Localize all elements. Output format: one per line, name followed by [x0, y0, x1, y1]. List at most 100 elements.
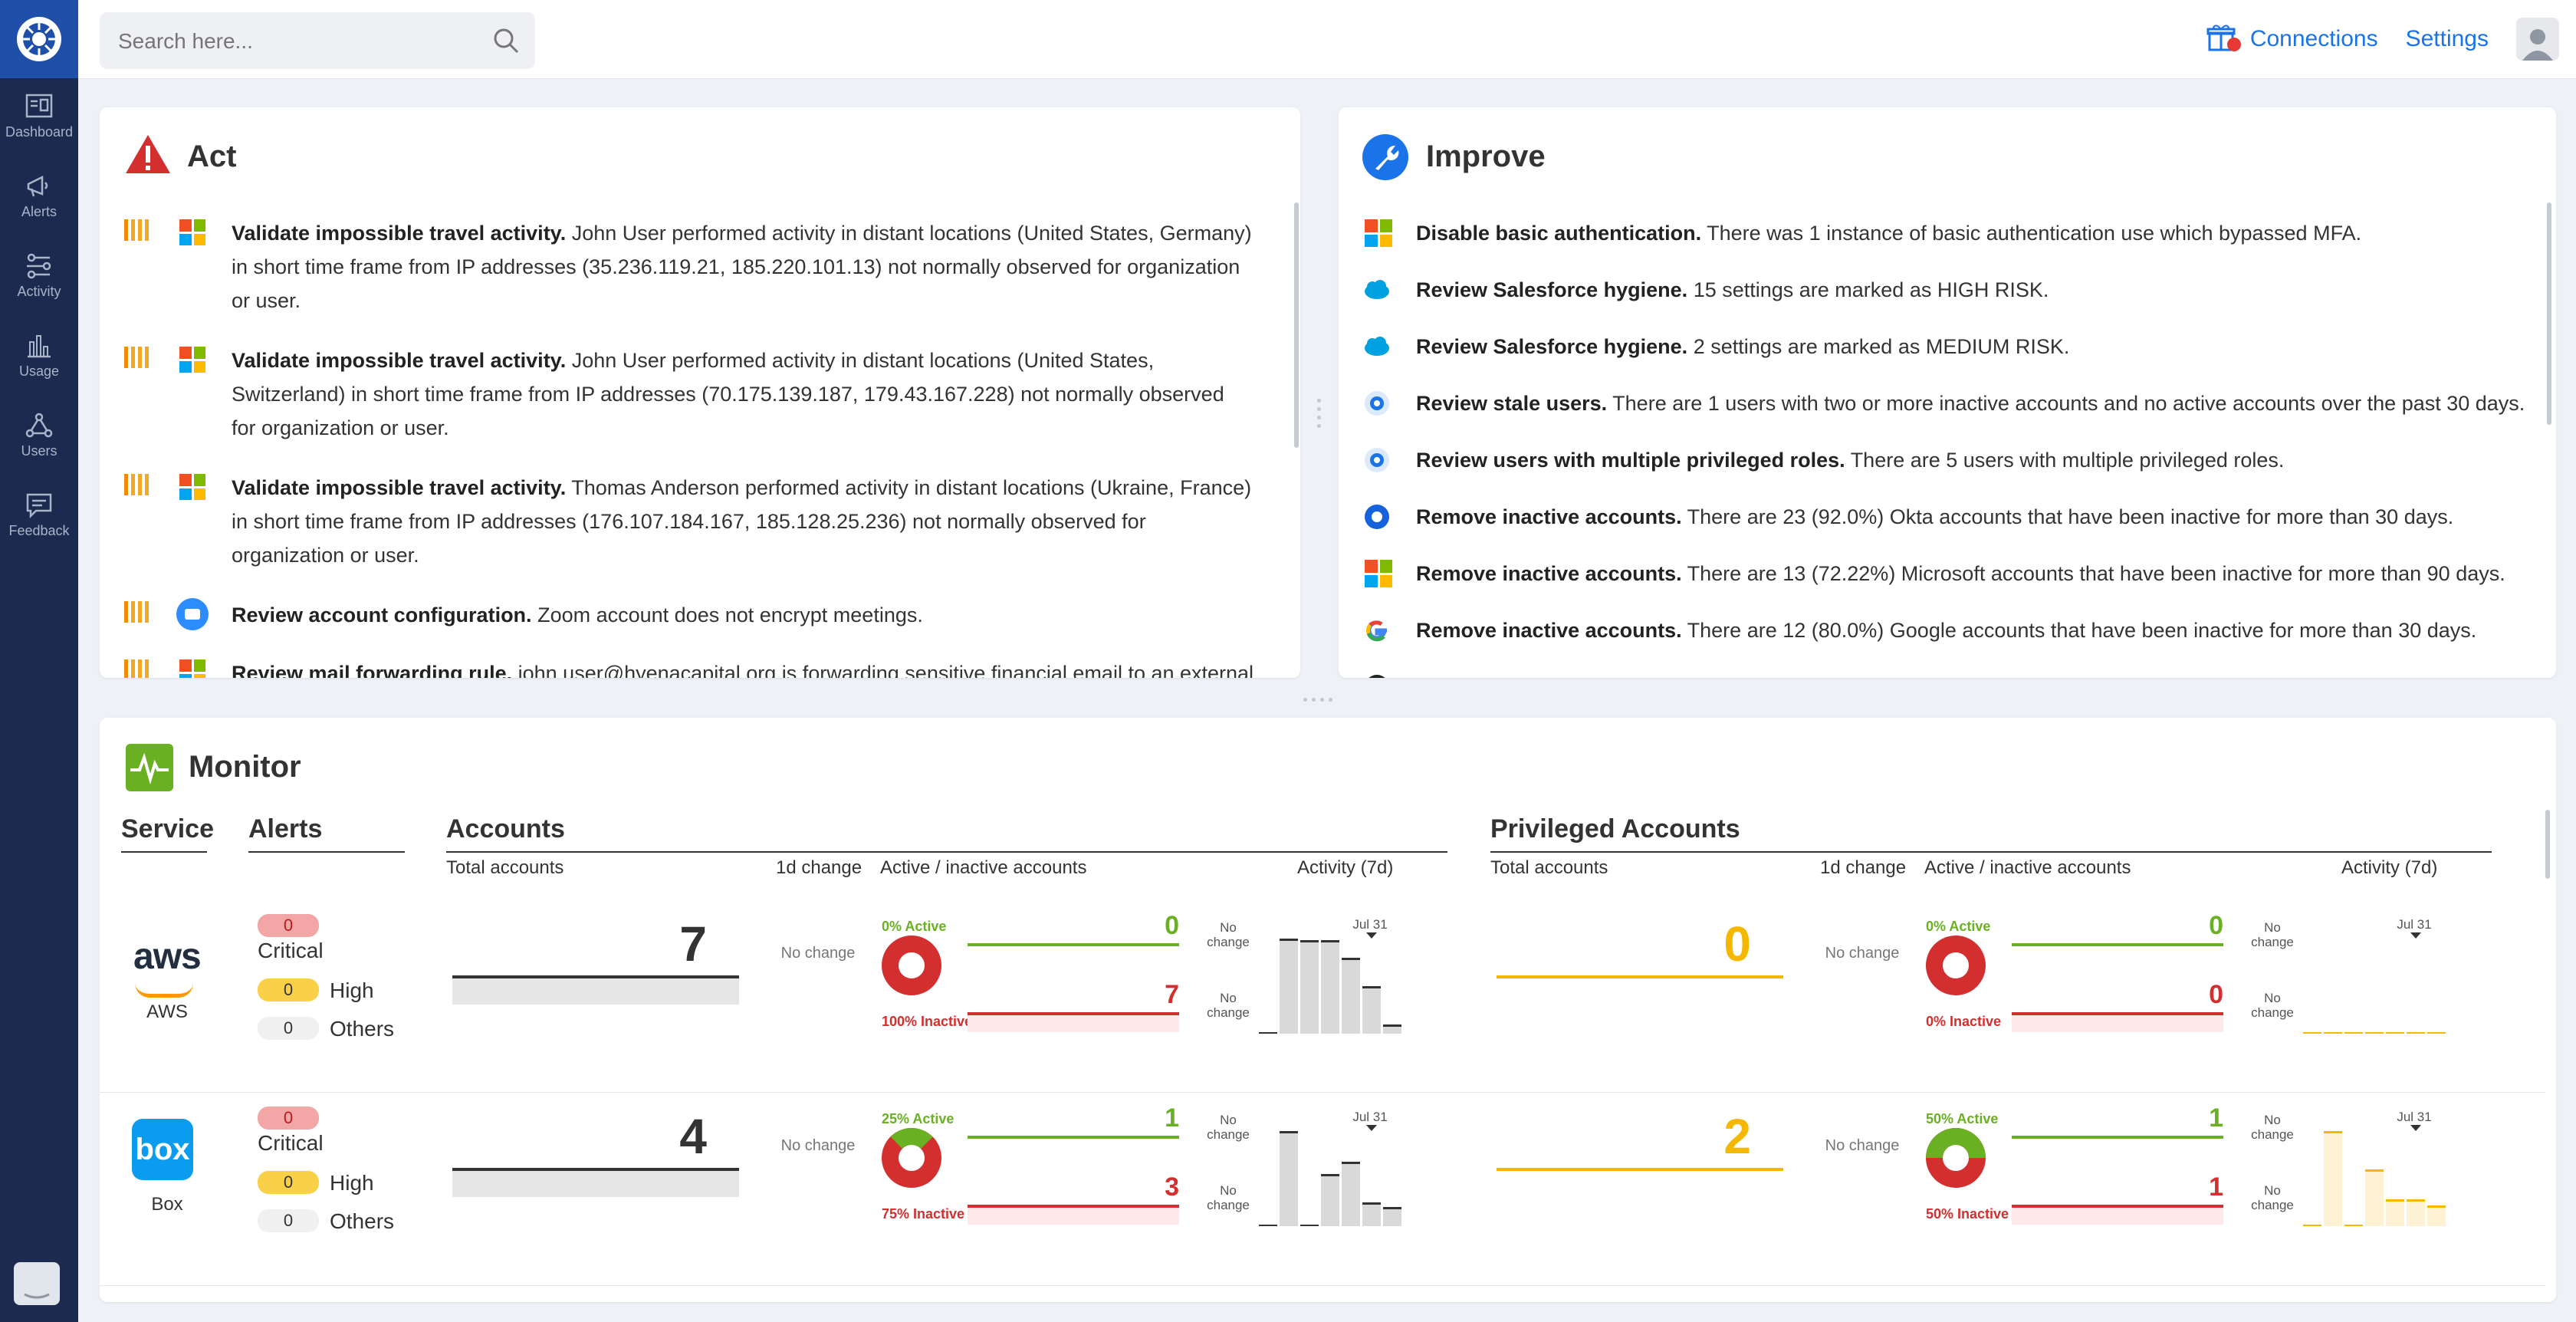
search-icon[interactable] — [492, 27, 520, 54]
activity-bar — [1362, 986, 1381, 1034]
vertical-splitter[interactable] — [1316, 399, 1321, 448]
privileged-donut-chart — [1926, 1128, 1986, 1188]
horizontal-splitter[interactable] — [1303, 698, 1334, 702]
gift-icon — [2206, 24, 2236, 51]
accounts-activity-date: Jul 31 — [1352, 917, 1388, 932]
high-count-badge[interactable]: 0 — [258, 978, 319, 1001]
privileged-inactive-change: No change — [2251, 991, 2294, 1020]
act-item-text: organization or user. — [232, 538, 419, 572]
privileged-trend-area — [1497, 978, 1783, 1005]
act-item[interactable]: Validate impossible travel activity. Joh… — [100, 344, 1280, 445]
act-item[interactable]: Validate impossible travel activity. Joh… — [100, 216, 1280, 317]
activity-bar-top — [1383, 1207, 1401, 1209]
act-item[interactable]: Review mail forwarding rule. john.user@h… — [100, 656, 1280, 678]
activity-bar-top — [1321, 940, 1339, 942]
activity-bar — [2344, 1225, 2363, 1226]
privileged-inactive-count: 1 — [2209, 1172, 2223, 1202]
improve-item[interactable]: Disable basic authentication. There was … — [1339, 216, 2535, 250]
chat-button[interactable] — [14, 1262, 60, 1305]
sidebar-item-dashboard[interactable]: Dashboard — [0, 86, 78, 153]
settings-link[interactable]: Settings — [2405, 26, 2489, 51]
privileged-activity-dropdown-icon[interactable] — [2410, 1125, 2421, 1131]
activity-bar — [1300, 1225, 1319, 1226]
improve-item-detail: There are 23 (92.0%) Okta accounts that … — [1687, 505, 2454, 528]
topbar: Connections Settings — [78, 0, 2576, 79]
box-logo: box — [132, 1119, 193, 1180]
critical-count-badge[interactable]: 0 — [258, 914, 319, 937]
improve-item[interactable]: Remove inactive accounts. There are 13 (… — [1339, 557, 2535, 590]
activity-bar-top — [1362, 1202, 1381, 1205]
activity-bar — [1383, 1207, 1401, 1226]
accounts-inactive-change: No change — [1207, 1183, 1250, 1212]
improve-item-title: Review Salesforce hygiene. — [1416, 335, 1688, 358]
activity-bar-top — [2324, 1131, 2342, 1133]
heartbeat-icon — [126, 744, 173, 791]
high-count-badge[interactable]: 0 — [258, 1171, 319, 1194]
donut-active-slice — [882, 1128, 941, 1188]
act-item[interactable]: Validate impossible travel activity. Tho… — [100, 471, 1280, 572]
privileged-donut-chart — [1926, 936, 1986, 995]
privileged-inactive-area — [2012, 1015, 2223, 1032]
activity-bar-top — [1321, 1174, 1339, 1176]
improve-scrollbar[interactable] — [2547, 202, 2551, 425]
privileged-underline — [1490, 851, 2492, 853]
critical-count-badge[interactable]: 0 — [258, 1107, 319, 1130]
activity-icon — [27, 253, 51, 279]
sidebar-item-users[interactable]: Users — [0, 405, 78, 472]
privileged-inactive-label: 0% Inactive — [1926, 1014, 2002, 1029]
monitor-row[interactable]: aws AWS 0 Critical 0 High 0 Others 7 No change 0% … — [100, 900, 2556, 1093]
improve-item[interactable]: Remove inactive accounts. There are 23 (… — [1339, 500, 2535, 534]
feedback-icon — [26, 493, 52, 518]
gift-button[interactable] — [2206, 22, 2241, 57]
activity-bar-top — [1342, 1162, 1360, 1164]
others-count-badge[interactable]: 0 — [258, 1017, 319, 1040]
improve-item[interactable]: Review Salesforce hygiene. 2 settings ar… — [1339, 330, 2535, 363]
app-logo[interactable] — [0, 0, 78, 78]
improve-item-title: Remove inactive accounts. — [1416, 619, 1682, 642]
bar-chart-icon — [28, 335, 51, 358]
sidebar-item-feedback[interactable]: Feedback — [0, 485, 78, 552]
alerts-underline — [248, 851, 405, 853]
improve-item-text: Review Salesforce hygiene. 2 settings ar… — [1416, 330, 2069, 363]
sidebar-item-usage[interactable]: Usage — [0, 325, 78, 393]
privileged-trend-area — [1497, 1171, 1783, 1197]
app-icon — [1363, 390, 1391, 417]
monitor-scrollbar[interactable] — [2545, 810, 2550, 879]
activity-bar — [1342, 958, 1360, 1034]
activity-bar — [1321, 1174, 1339, 1226]
search-input[interactable] — [117, 28, 480, 55]
others-count-badge[interactable]: 0 — [258, 1209, 319, 1232]
improve-item[interactable]: Review stale users. There are 1 users wi… — [1339, 386, 2535, 420]
privileged-inactive-count: 0 — [2209, 980, 2223, 1009]
act-scrollbar[interactable] — [1294, 202, 1299, 448]
act-item-text: Validate impossible travel activity. Joh… — [232, 344, 1154, 377]
priv-active-inactive-label: Active / inactive accounts — [1924, 857, 2131, 878]
act-item-line: organization or user. — [232, 544, 419, 567]
act-item[interactable]: Review account configuration. Zoom accou… — [100, 598, 1280, 632]
priv-change-label: 1d change — [1820, 857, 1907, 878]
sidebar-item-alerts[interactable]: Alerts — [0, 166, 78, 233]
accounts-trend-area — [452, 1171, 739, 1197]
accounts-inactive-line — [968, 1205, 1179, 1208]
improve-item[interactable]: Remove inactive accounts. There are 4 (8… — [1339, 670, 2535, 678]
privileged-activity-dropdown-icon[interactable] — [2410, 932, 2421, 939]
row-divider — [100, 1285, 2545, 1286]
sidebar-item-activity[interactable]: Activity — [0, 245, 78, 313]
privileged-activity-chart — [2303, 1032, 2446, 1034]
privileged-inactive-area — [2012, 1208, 2223, 1225]
accounts-activity-dropdown-icon[interactable] — [1366, 932, 1377, 939]
search-box[interactable] — [100, 12, 535, 69]
high-label: High — [330, 978, 374, 1002]
privileged-trend-line — [1497, 1168, 1783, 1171]
monitor-row[interactable]: box Box 0 Critical 0 High 0 Others 4 No change 25%… — [100, 1093, 2556, 1285]
accounts-inactive-label: 75% Inactive — [882, 1206, 965, 1222]
improve-item[interactable]: Review Salesforce hygiene. 15 settings a… — [1339, 273, 2535, 307]
sidebar-item-label: Feedback — [8, 523, 70, 538]
improve-item[interactable]: Remove inactive accounts. There are 12 (… — [1339, 613, 2535, 647]
avatar[interactable] — [2516, 18, 2559, 61]
accounts-activity-dropdown-icon[interactable] — [1366, 1125, 1377, 1131]
improve-item[interactable]: Review users with multiple privileged ro… — [1339, 443, 2535, 477]
connections-link[interactable]: Connections — [2249, 26, 2378, 51]
activity-bar-top — [2365, 1169, 2384, 1172]
total-accounts-label: Total accounts — [446, 857, 564, 878]
